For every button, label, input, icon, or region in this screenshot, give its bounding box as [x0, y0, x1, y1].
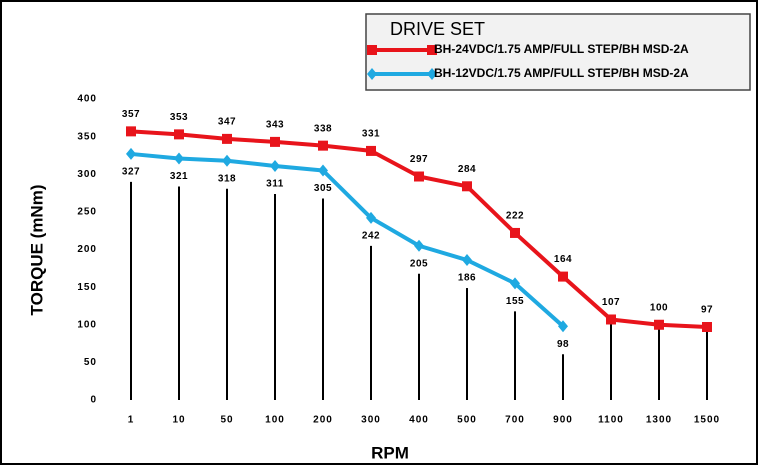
marker	[270, 159, 280, 172]
y-tick-label: 100	[77, 319, 97, 330]
marker	[174, 152, 184, 165]
x-tick-label: 1500	[694, 415, 720, 426]
data-label: 205	[410, 258, 428, 269]
data-label: 284	[458, 164, 476, 175]
x-tick-label: 10	[172, 415, 185, 426]
x-axis-label: RPM	[371, 443, 409, 462]
x-tick-label: 900	[553, 415, 573, 426]
data-label: 311	[266, 179, 284, 190]
data-label: 98	[557, 339, 569, 350]
marker	[367, 68, 377, 80]
x-tick-label: 500	[457, 415, 477, 426]
marker	[427, 45, 437, 55]
x-tick-label: 700	[505, 415, 525, 426]
marker	[462, 254, 472, 267]
y-tick-label: 0	[90, 395, 97, 406]
marker	[558, 271, 568, 282]
marker	[126, 147, 136, 160]
y-tick-label: 200	[77, 244, 97, 255]
marker	[510, 227, 520, 238]
series-line	[130, 151, 565, 328]
marker	[654, 319, 664, 330]
marker	[366, 145, 376, 156]
x-tick-label: 1100	[598, 415, 624, 426]
data-label: 155	[506, 296, 524, 307]
data-label: 242	[362, 231, 380, 242]
data-label: 186	[458, 273, 476, 284]
y-tick-label: 400	[77, 94, 97, 105]
x-tick-label: 1	[128, 415, 135, 426]
marker	[510, 277, 520, 290]
y-tick-label: 350	[77, 131, 97, 142]
marker	[702, 322, 712, 333]
marker	[174, 129, 184, 140]
y-axis-label: TORQUE (mNm)	[27, 185, 46, 316]
marker	[414, 239, 424, 252]
marker	[427, 68, 437, 80]
marker	[222, 133, 232, 144]
data-label: 164	[554, 254, 572, 265]
legend-label: BH-24VDC/1.75 AMP/FULL STEP/BH MSD-2A	[434, 42, 689, 56]
marker	[367, 45, 377, 55]
marker	[366, 211, 376, 224]
data-label: 331	[362, 129, 380, 140]
x-tick-label: 300	[361, 415, 381, 426]
data-label: 321	[170, 171, 188, 182]
y-tick-label: 250	[77, 207, 97, 218]
marker	[126, 126, 136, 137]
x-tick-label: 200	[313, 415, 333, 426]
data-label: 100	[650, 302, 668, 313]
data-label: 353	[170, 112, 188, 123]
x-tick-label: 100	[265, 415, 285, 426]
marker	[606, 314, 616, 325]
data-label: 357	[122, 109, 140, 120]
data-label: 338	[314, 123, 332, 134]
x-tick-label: 50	[220, 415, 233, 426]
marker	[222, 154, 232, 167]
data-label: 97	[701, 305, 713, 316]
data-label: 347	[218, 117, 236, 128]
legend-label: BH-12VDC/1.75 AMP/FULL STEP/BH MSD-2A	[434, 66, 689, 80]
marker	[558, 320, 568, 333]
data-label: 305	[314, 183, 332, 194]
marker	[414, 171, 424, 182]
data-label: 222	[506, 211, 524, 222]
data-label: 107	[602, 297, 620, 308]
legend-title: DRIVE SET	[390, 19, 485, 39]
marker	[318, 140, 328, 151]
y-tick-label: 150	[77, 282, 97, 293]
x-tick-label: 1300	[646, 415, 672, 426]
data-label: 318	[218, 173, 236, 184]
y-tick-label: 50	[84, 357, 97, 368]
data-label: 343	[266, 120, 284, 131]
y-tick-label: 300	[77, 169, 97, 180]
data-label: 297	[410, 154, 428, 165]
marker	[462, 181, 472, 192]
marker	[270, 136, 280, 147]
x-tick-label: 400	[409, 415, 429, 426]
data-label: 327	[122, 167, 140, 178]
marker	[318, 164, 328, 177]
